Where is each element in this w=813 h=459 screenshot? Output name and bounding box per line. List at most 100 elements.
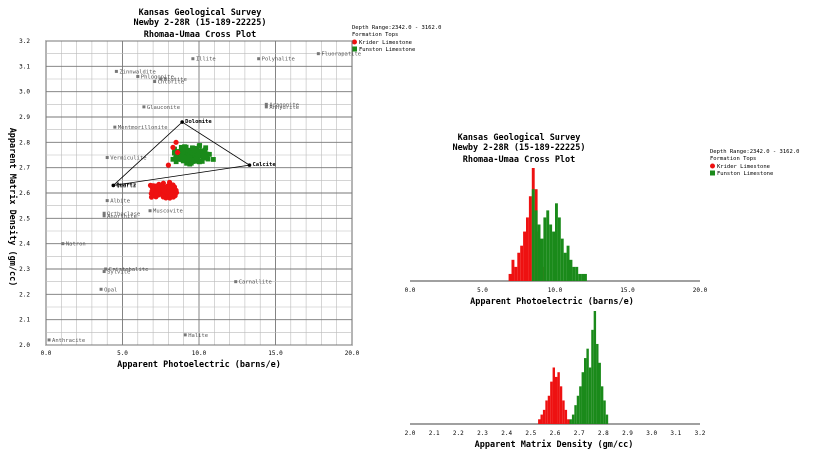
krider-rho-bar — [555, 376, 558, 424]
funston-point — [207, 151, 212, 157]
funston-rho-bar — [574, 405, 577, 424]
pe-hist-title-line-1: Kansas Geological Survey — [458, 132, 581, 143]
funston-rho-bar — [593, 311, 597, 424]
mineral-label: Quartz — [116, 183, 136, 189]
krider-rho-bar — [545, 400, 548, 424]
funston-point — [195, 152, 201, 158]
funston-point — [180, 149, 186, 155]
funston-pe-bar — [549, 224, 553, 281]
funston-point — [183, 147, 189, 152]
mineral-marker — [234, 280, 238, 284]
mineral-label: Opal — [104, 287, 117, 293]
mineral-marker — [102, 214, 106, 218]
krider-point — [153, 191, 159, 197]
funston-rho-bar — [576, 395, 580, 424]
krider-pe-bar — [520, 245, 524, 281]
mineral-marker — [47, 338, 51, 342]
mineral-marker — [183, 333, 187, 337]
funston-rho-bar — [591, 329, 594, 424]
funston-pe-bar — [546, 210, 550, 281]
funston-rho-bar — [598, 362, 601, 424]
crossplot-formation-tops-label: Formation Tops — [352, 32, 398, 38]
mineral-marker — [257, 57, 261, 61]
crossplot-y-tick-label: 2.3 — [19, 266, 30, 273]
funston-point — [197, 159, 202, 165]
krider-pe-bar — [526, 217, 529, 281]
pe-hist-x-tick-label: 15.0 — [620, 287, 635, 294]
mineral-marker — [102, 211, 106, 215]
funston-pe-bar — [540, 238, 544, 281]
crossplot-y-axis-label: Apparent Matrix Density (gm/cc) — [7, 128, 18, 287]
funston-pe-bar — [557, 217, 561, 281]
funston-point — [201, 150, 207, 156]
crossplot-title-line-1: Kansas Geological Survey — [139, 7, 262, 18]
funston-rho-bar — [584, 358, 587, 424]
rho-hist-x-tick-label: 2.9 — [622, 430, 633, 437]
crossplot-y-tick-label: 2.0 — [19, 342, 30, 349]
crossplot-x-tick-label: 20.0 — [345, 350, 360, 357]
krider-rho-bar — [562, 400, 565, 424]
rho-hist-x-tick-label: 2.6 — [550, 430, 561, 437]
krider-point — [170, 144, 176, 150]
mineral-label: Anthracite — [52, 338, 85, 344]
funston-point — [192, 157, 198, 163]
rho-hist-x-tick-label: 3.1 — [670, 430, 681, 437]
end-member-label: Calcite — [252, 162, 276, 168]
crossplot-x-tick-label: 15.0 — [268, 350, 283, 357]
mineral-label: Glauconite — [147, 105, 180, 111]
crossplot-y-tick-label: 2.5 — [19, 215, 30, 222]
crossplot-y-tick-label: 2.2 — [19, 291, 30, 298]
mineral-marker — [102, 270, 106, 274]
krider-point — [165, 162, 171, 168]
crossplot-y-tick-label: 2.9 — [19, 114, 30, 121]
mineral-label: Halite — [188, 333, 208, 339]
funston-point — [192, 147, 197, 153]
funston-pe-bar — [534, 210, 538, 281]
crossplot-y-tick-label: 3.1 — [19, 63, 30, 70]
crossplot-legend-label: Krider Limestone — [359, 40, 412, 46]
mineral-marker — [114, 69, 118, 73]
funston-point — [197, 148, 203, 154]
funston-pe-bar — [560, 238, 564, 281]
funston-rho-bar — [588, 367, 592, 424]
krider-rho-bar — [557, 372, 560, 424]
funston-point — [185, 152, 191, 158]
pe-hist-formation-tops-label: Formation Tops — [710, 156, 756, 162]
rho-hist-x-tick-label: 2.4 — [501, 430, 512, 437]
funston-rho-bar — [586, 348, 589, 424]
pe-hist-title-line-3: Rhomaa-Umaa Cross Plot — [463, 155, 576, 165]
mineral-label: Phlogopite — [141, 74, 174, 80]
crossplot-title-line-3: Rhomaa-Umaa Cross Plot — [144, 30, 257, 40]
funston-pe-bar — [531, 189, 535, 281]
funston-rho-bar — [600, 386, 604, 424]
funston-point — [178, 155, 183, 161]
mineral-label: Anorthite — [107, 214, 137, 220]
mineral-triangle — [112, 121, 251, 186]
krider-pe-bar — [511, 259, 515, 281]
funston-point — [205, 156, 211, 162]
krider-pe-bar — [514, 266, 518, 281]
funston-pe-bar — [537, 224, 541, 281]
mineral-marker — [264, 105, 268, 109]
krider-rho-bar — [564, 409, 568, 424]
funston-pe-bar — [566, 245, 570, 281]
krider-point — [161, 188, 167, 194]
mineral-label: Biotite — [164, 77, 187, 83]
rho-hist-x-tick-label: 2.0 — [405, 430, 416, 437]
mineral-marker — [191, 57, 195, 61]
rho-hist-x-tick-label: 2.8 — [598, 430, 609, 437]
mineral-label: Orthoclase — [107, 211, 140, 217]
mineral-marker — [316, 52, 320, 56]
pe-hist-x-tick-label: 5.0 — [477, 287, 488, 294]
funston-pe-bar — [569, 259, 573, 281]
end-member-marker — [111, 183, 116, 188]
funston-point — [187, 149, 193, 155]
funston-pe-bar — [563, 252, 567, 281]
mineral-label: Polyhalite — [262, 57, 295, 63]
mineral-marker — [105, 199, 109, 203]
krider-rho-bar — [538, 419, 541, 424]
mineral-marker — [104, 267, 108, 271]
pe-hist-legend-label: Krider Limestone — [717, 164, 770, 170]
funston-point — [210, 157, 216, 162]
